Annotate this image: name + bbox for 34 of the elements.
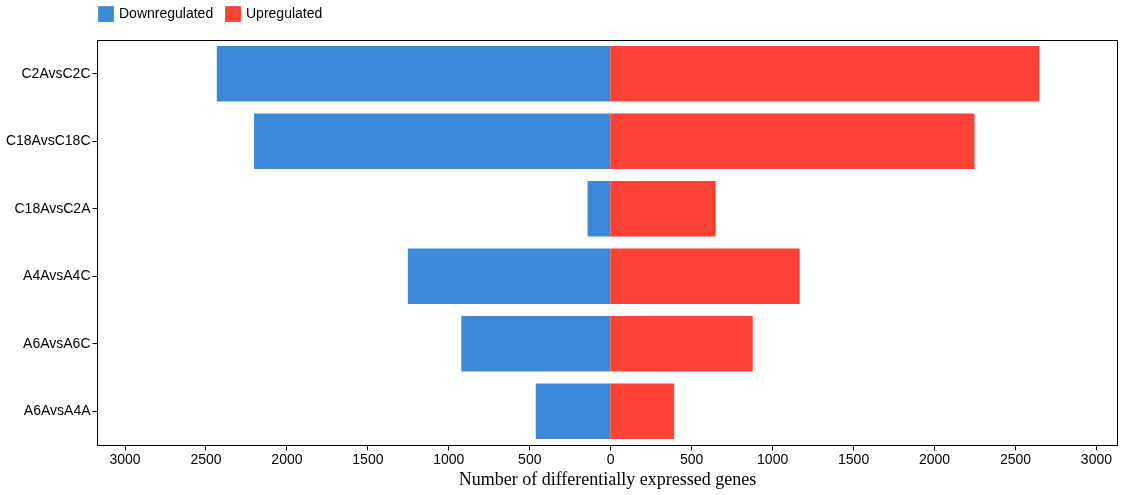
bar xyxy=(610,181,716,237)
legend-label: Downregulated xyxy=(119,5,214,22)
bar xyxy=(610,316,753,372)
bar xyxy=(610,383,675,439)
x-tick-label: 2000 xyxy=(918,450,951,467)
bar xyxy=(610,46,1040,102)
x-tick-label: 3000 xyxy=(109,450,141,467)
bar xyxy=(407,248,611,304)
y-tick-label: A4AvsA4C xyxy=(23,267,91,284)
bar xyxy=(587,181,611,237)
bar xyxy=(535,383,611,439)
bar xyxy=(461,316,611,372)
x-tick-label: 1000 xyxy=(757,450,789,467)
x-tick-label: 2000 xyxy=(271,450,303,467)
bar xyxy=(216,46,611,102)
x-tick-label: 500 xyxy=(680,450,704,467)
y-tick-label: A6AvsA4A xyxy=(23,402,92,419)
y-tick-label: A6AvsA6C xyxy=(23,334,91,351)
bar xyxy=(610,248,800,304)
legend-label: Upregulated xyxy=(246,5,323,22)
x-tick-label: 2500 xyxy=(999,450,1032,467)
x-tick-label: 1000 xyxy=(433,450,465,467)
x-axis-title: Number of differentially expressed genes xyxy=(458,468,757,489)
x-tick-label: 3000 xyxy=(1080,450,1113,467)
x-tick-label: 0 xyxy=(606,450,615,467)
y-tick-label: C2AvsC2C xyxy=(21,64,91,81)
x-tick-label: 500 xyxy=(518,450,542,467)
bar xyxy=(254,113,611,169)
bar xyxy=(610,113,975,169)
y-tick-label: C18AvsC18C xyxy=(5,132,91,149)
x-tick-label: 1500 xyxy=(352,450,384,467)
x-tick-label: 1500 xyxy=(838,450,870,467)
x-tick-label: 2500 xyxy=(190,450,222,467)
y-tick-label: C18AvsC2A xyxy=(14,199,92,216)
